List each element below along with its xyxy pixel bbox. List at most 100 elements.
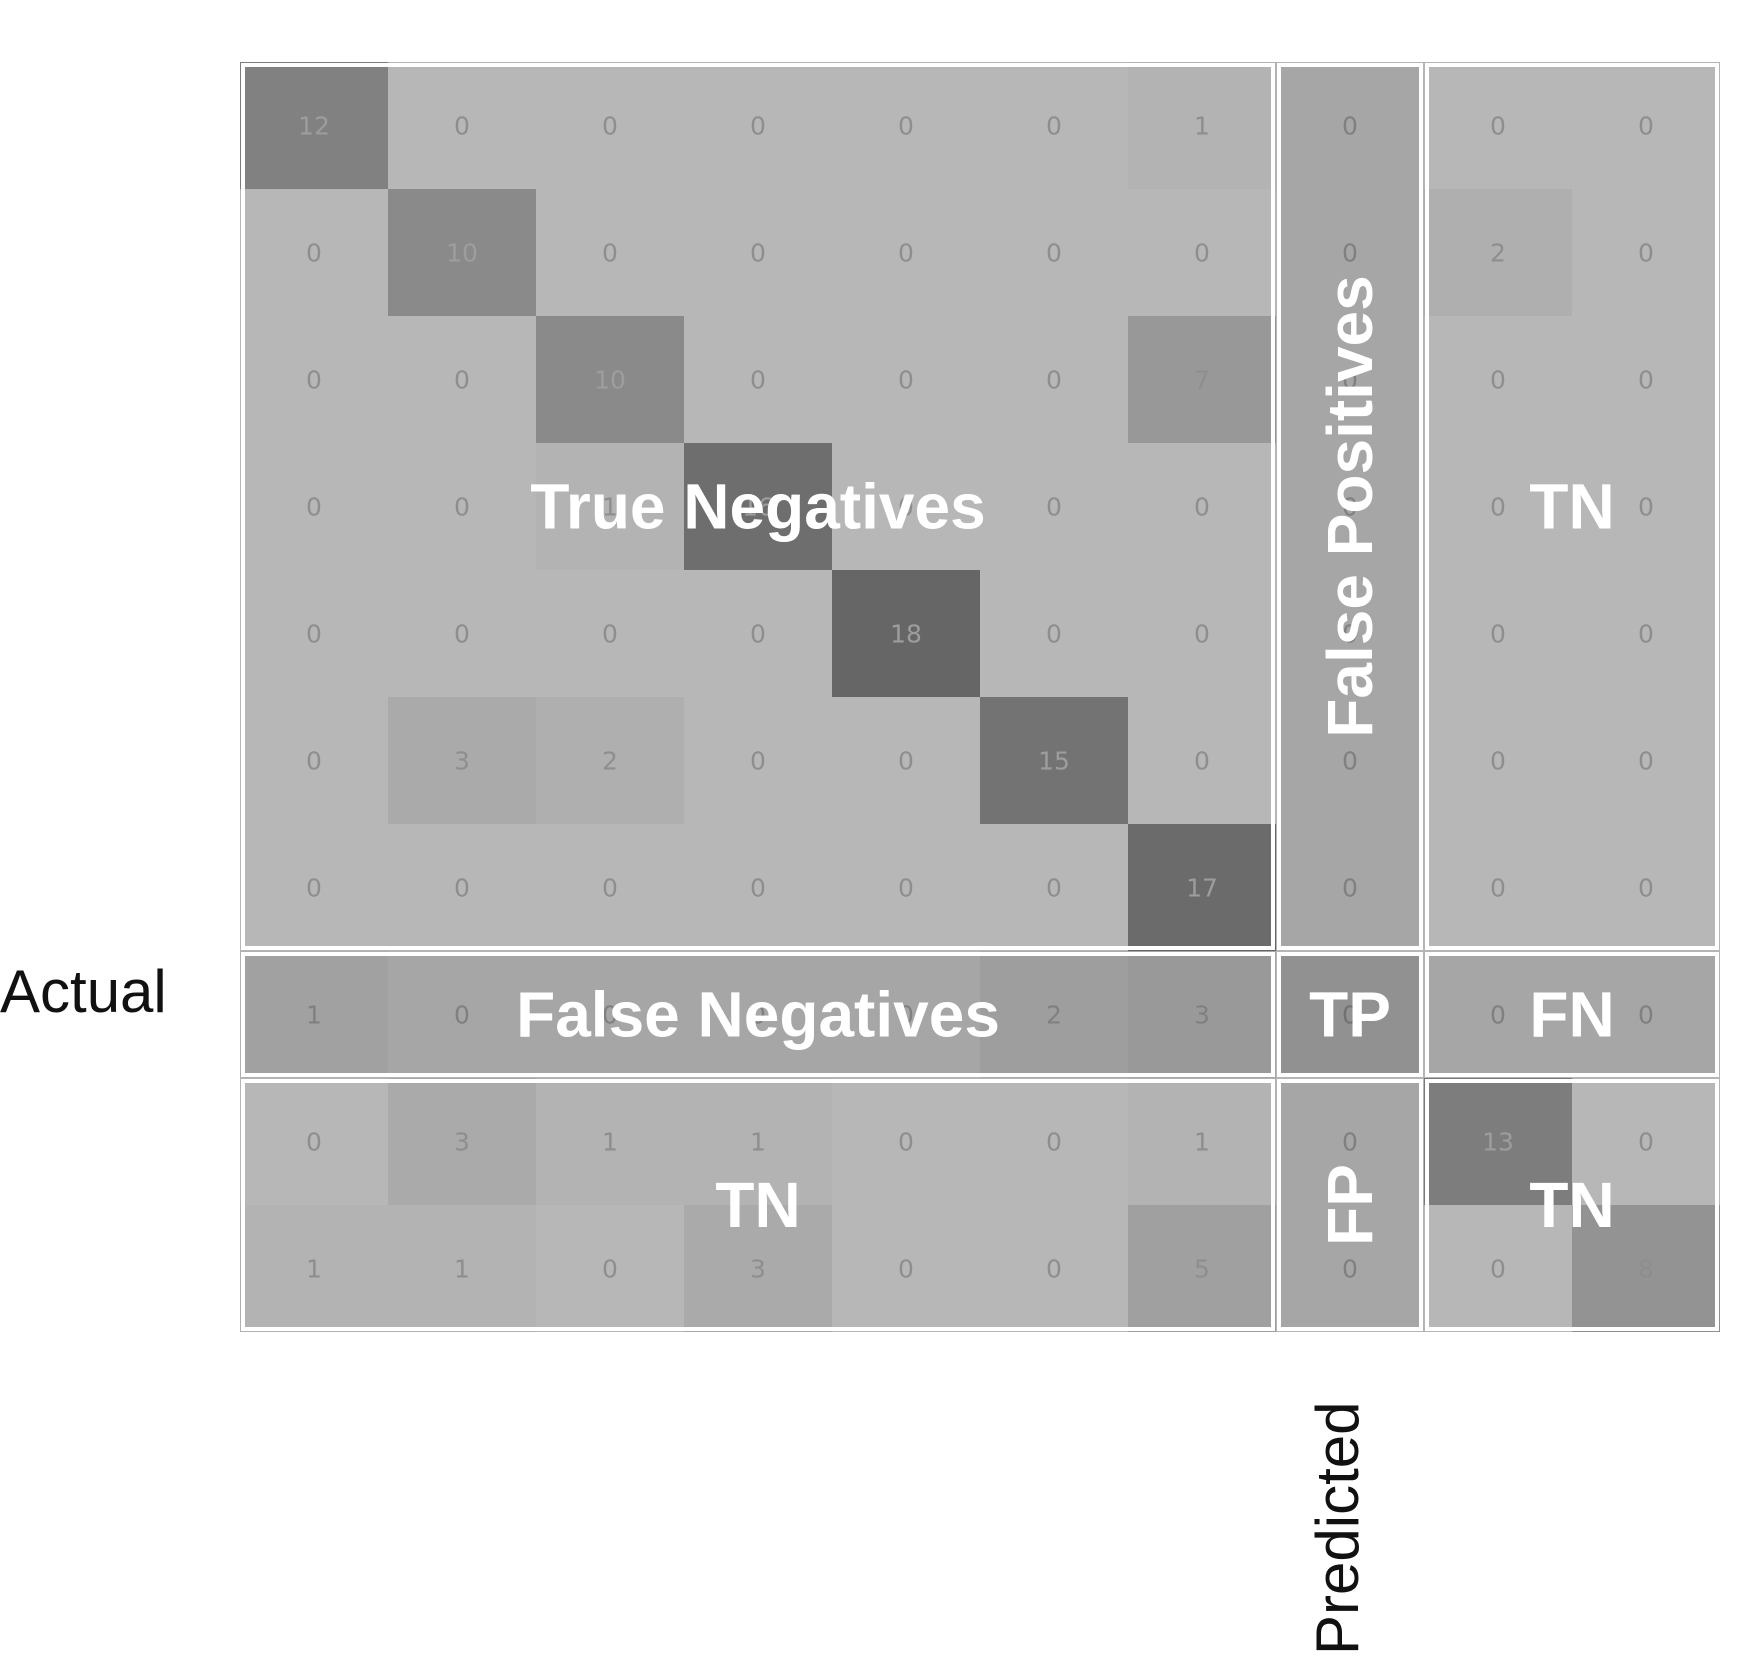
matrix-cell-value: 0: [1342, 112, 1358, 141]
matrix-cell-value: 0: [306, 747, 322, 776]
matrix-cell-value: 0: [1046, 493, 1062, 522]
matrix-cell: [980, 1078, 1128, 1205]
matrix-cell-value: 13: [1482, 1128, 1514, 1157]
matrix-cell-value: 0: [1194, 747, 1210, 776]
matrix-cell-value: 1: [306, 1255, 322, 1284]
region-box: [1277, 63, 1423, 950]
region-label: False Negatives: [516, 979, 1000, 1051]
matrix-cell-value: 0: [1194, 620, 1210, 649]
matrix-cell: [388, 824, 536, 951]
matrix-cell-value: 1: [602, 1128, 618, 1157]
matrix-cell: [1424, 951, 1572, 1078]
matrix-cell-value: 12: [298, 112, 330, 141]
matrix-cell-value: 0: [1490, 112, 1506, 141]
matrix-cell-value: 0: [1046, 620, 1062, 649]
x-axis-label: Predicted: [1304, 1402, 1371, 1655]
matrix-cell: [980, 189, 1128, 316]
matrix-cell-value: 0: [1490, 493, 1506, 522]
matrix-cell: [684, 316, 832, 443]
matrix-cell: [536, 316, 684, 443]
matrix-cell: [388, 1205, 536, 1332]
matrix-cell-value: 1: [750, 1128, 766, 1157]
matrix-cell-value: 1: [1194, 1128, 1210, 1157]
matrix-cell-value: 0: [454, 366, 470, 395]
matrix-cell: [536, 62, 684, 189]
region-box: [1425, 952, 1719, 1077]
matrix-cell-value: 0: [898, 874, 914, 903]
matrix-cell: [388, 951, 536, 1078]
matrix-cell: [1572, 951, 1720, 1078]
matrix-cell-value: 1: [602, 493, 618, 522]
matrix-cell-value: 0: [1194, 493, 1210, 522]
matrix-cell-value: 0: [1046, 112, 1062, 141]
matrix-cell: [1572, 189, 1720, 316]
matrix-cell: [240, 1205, 388, 1332]
matrix-cell-value: 0: [1342, 493, 1358, 522]
region-box: [1425, 63, 1719, 950]
matrix-cell-value: 0: [750, 366, 766, 395]
matrix-cell-value: 17: [1186, 874, 1218, 903]
matrix-cell-value: 7: [1194, 366, 1210, 395]
matrix-cell-value: 0: [602, 1255, 618, 1284]
matrix-cell: [1128, 570, 1276, 697]
matrix-cell: [1276, 824, 1424, 951]
matrix-cell: [832, 316, 980, 443]
matrix-cell: [536, 1205, 684, 1332]
matrix-cell-value: 0: [1342, 874, 1358, 903]
region-box: [241, 63, 1275, 950]
matrix-cell-value: 18: [890, 620, 922, 649]
matrix-cell-value: 0: [1342, 1128, 1358, 1157]
matrix-cell: [684, 1078, 832, 1205]
matrix-cell-value: 0: [1194, 239, 1210, 268]
region-label: False Positives: [1314, 275, 1386, 737]
matrix-cell: [536, 570, 684, 697]
matrix-cell: [1128, 1205, 1276, 1332]
matrix-cell-value: 1: [1194, 112, 1210, 141]
matrix-cell-value: 0: [750, 874, 766, 903]
matrix-cell: [1424, 62, 1572, 189]
matrix-cell: [832, 1205, 980, 1332]
matrix-cell-value: 0: [1490, 747, 1506, 776]
matrix-cell-value: 0: [454, 874, 470, 903]
matrix-cell-value: 0: [750, 112, 766, 141]
matrix-cell: [1276, 316, 1424, 443]
matrix-cell-value: 0: [1638, 747, 1654, 776]
matrix-cell-value: 0: [454, 1001, 470, 1030]
matrix-cell-value: 0: [898, 1128, 914, 1157]
matrix-cell: [1572, 1205, 1720, 1332]
matrix-cell-value: 0: [1342, 620, 1358, 649]
region-label: TN: [715, 1169, 800, 1241]
region-box: [241, 952, 1275, 1077]
region-label: True Negatives: [530, 471, 985, 543]
region-label: FP: [1314, 1164, 1386, 1246]
matrix-cell-value: 0: [750, 620, 766, 649]
matrix-cell-value: 0: [1046, 874, 1062, 903]
matrix-cell: [684, 570, 832, 697]
matrix-cell: [832, 189, 980, 316]
matrix-cell-value: 0: [898, 1255, 914, 1284]
matrix-cell-value: 0: [1638, 1128, 1654, 1157]
matrix-cell: [388, 316, 536, 443]
matrix-cell: [240, 1078, 388, 1205]
matrix-cell-value: 0: [1342, 1255, 1358, 1284]
y-axis-label: Actual: [0, 958, 167, 1025]
matrix-cell: [684, 697, 832, 824]
matrix-cell: [240, 824, 388, 951]
matrix-cell-value: 1: [454, 1255, 470, 1284]
matrix-cell-value: 0: [1490, 1001, 1506, 1030]
region-overlays: [241, 63, 1719, 1331]
matrix-cell: [1128, 824, 1276, 951]
matrix-cell-value: 5: [1194, 1255, 1210, 1284]
matrix-cell-value: 0: [1638, 620, 1654, 649]
matrix-cell: [832, 1078, 980, 1205]
matrix-cell-value: 0: [1046, 239, 1062, 268]
matrix-cell-value: 0: [898, 1001, 914, 1030]
matrix-cell-value: 0: [1046, 366, 1062, 395]
region-label: TN: [1529, 471, 1614, 543]
matrix-cell: [980, 443, 1128, 570]
matrix-cell: [1424, 570, 1572, 697]
matrix-cell: [980, 824, 1128, 951]
matrix-cell: [1424, 1078, 1572, 1205]
matrix-cell-value: 0: [898, 493, 914, 522]
matrix-cell-value: 0: [1342, 747, 1358, 776]
